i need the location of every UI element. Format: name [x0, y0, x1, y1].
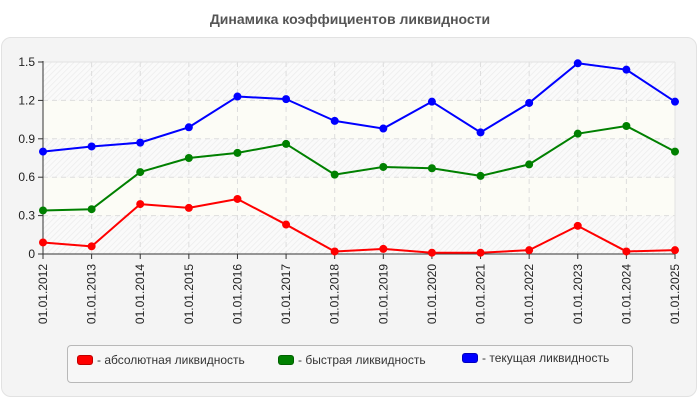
- y-tick-label: 1.5: [18, 55, 35, 69]
- axes: [42, 61, 675, 258]
- data-point[interactable]: [476, 128, 485, 137]
- data-point[interactable]: [525, 160, 534, 169]
- data-point[interactable]: [379, 162, 388, 171]
- data-point[interactable]: [573, 59, 582, 68]
- data-point[interactable]: [282, 95, 291, 104]
- legend-label: - быстрая ликвидность: [298, 353, 426, 367]
- data-point[interactable]: [476, 248, 485, 257]
- data-point[interactable]: [622, 122, 631, 130]
- x-axis-ticks: 01.01.2012 01.01.2013 01.01.2014 01.01.2015…: [36, 254, 682, 324]
- y-tick-label: 1.2: [18, 93, 35, 107]
- data-point[interactable]: [671, 147, 679, 156]
- data-point[interactable]: [136, 200, 145, 209]
- series-line: [42, 62, 676, 153]
- data-point[interactable]: [330, 116, 339, 125]
- x-tick-label: 01.01.2022: [522, 264, 536, 324]
- legend-swatch-red: [77, 355, 93, 365]
- legend-item-absolute: - абсолютная ликвидность: [77, 353, 245, 367]
- data-point[interactable]: [233, 194, 242, 203]
- y-tick-label: 0.6: [18, 170, 35, 184]
- data-point[interactable]: [427, 164, 436, 173]
- data-point[interactable]: [184, 123, 193, 132]
- x-tick-label: 01.01.2018: [328, 264, 342, 324]
- legend-swatch-green: [278, 355, 294, 365]
- x-tick-label: 01.01.2015: [182, 264, 196, 324]
- legend-swatch-blue: [462, 353, 478, 363]
- data-point[interactable]: [427, 248, 436, 257]
- x-tick-label: 01.01.2019: [376, 264, 390, 324]
- data-point[interactable]: [379, 124, 388, 133]
- legend-label: - текущая ликвидность: [482, 351, 610, 365]
- x-tick-label: 01.01.2021: [474, 264, 488, 324]
- data-point[interactable]: [282, 220, 291, 229]
- data-point[interactable]: [476, 171, 485, 180]
- data-point[interactable]: [39, 238, 47, 247]
- x-tick-label: 01.01.2024: [619, 264, 633, 324]
- y-tick-label: 0.9: [18, 132, 35, 146]
- data-point[interactable]: [573, 221, 582, 230]
- data-point[interactable]: [184, 154, 193, 162]
- x-tick-label: 01.01.2012: [36, 264, 50, 324]
- data-point[interactable]: [233, 92, 242, 101]
- data-point[interactable]: [282, 139, 291, 148]
- data-point[interactable]: [39, 147, 47, 156]
- x-tick-label: 01.01.2020: [425, 264, 439, 324]
- data-point[interactable]: [233, 148, 242, 157]
- x-tick-label: 01.01.2023: [571, 264, 585, 324]
- data-point[interactable]: [379, 244, 388, 253]
- chart-title: Динамика коэффициентов ликвидности: [209, 11, 491, 27]
- x-tick-label: 01.01.2016: [230, 264, 244, 324]
- x-tick-label: 01.01.2013: [85, 264, 99, 324]
- series-line: [42, 197, 676, 254]
- y-tick-label: 0: [28, 247, 35, 261]
- data-point[interactable]: [136, 168, 145, 177]
- data-point[interactable]: [573, 129, 582, 138]
- data-point[interactable]: [525, 98, 534, 107]
- data-point[interactable]: [622, 247, 631, 256]
- data-point[interactable]: [330, 170, 339, 179]
- x-tick-label: 01.01.2025: [668, 264, 682, 324]
- x-tick-label: 01.01.2017: [279, 264, 293, 324]
- data-point[interactable]: [87, 142, 96, 151]
- data-series: [39, 59, 679, 257]
- y-tick-label: 0.3: [18, 209, 35, 223]
- data-point[interactable]: [622, 65, 631, 74]
- y-axis-ticks: 0 0.3 0.6 0.9 1.2 1.5: [18, 55, 43, 261]
- legend: - абсолютная ликвидность - быстрая ликви…: [67, 345, 633, 383]
- series-line: [42, 125, 676, 212]
- x-tick-label: 01.01.2014: [133, 264, 147, 324]
- data-point[interactable]: [184, 203, 193, 212]
- data-point[interactable]: [136, 138, 145, 147]
- legend-item-current: - текущая ликвидность: [462, 351, 609, 365]
- legend-item-quick: - быстрая ликвидность: [278, 353, 426, 367]
- data-point[interactable]: [427, 97, 436, 106]
- line-chart: 00.30.60.91.21.5 01.01.2012 01.01.2013 01.…: [18, 55, 682, 324]
- data-point[interactable]: [525, 246, 534, 255]
- data-point[interactable]: [330, 247, 339, 256]
- data-point[interactable]: [671, 246, 679, 255]
- data-point[interactable]: [671, 97, 679, 106]
- data-point[interactable]: [87, 242, 96, 251]
- legend-label: - абсолютная ликвидность: [97, 353, 245, 367]
- data-point[interactable]: [87, 205, 96, 214]
- data-point[interactable]: [39, 206, 47, 215]
